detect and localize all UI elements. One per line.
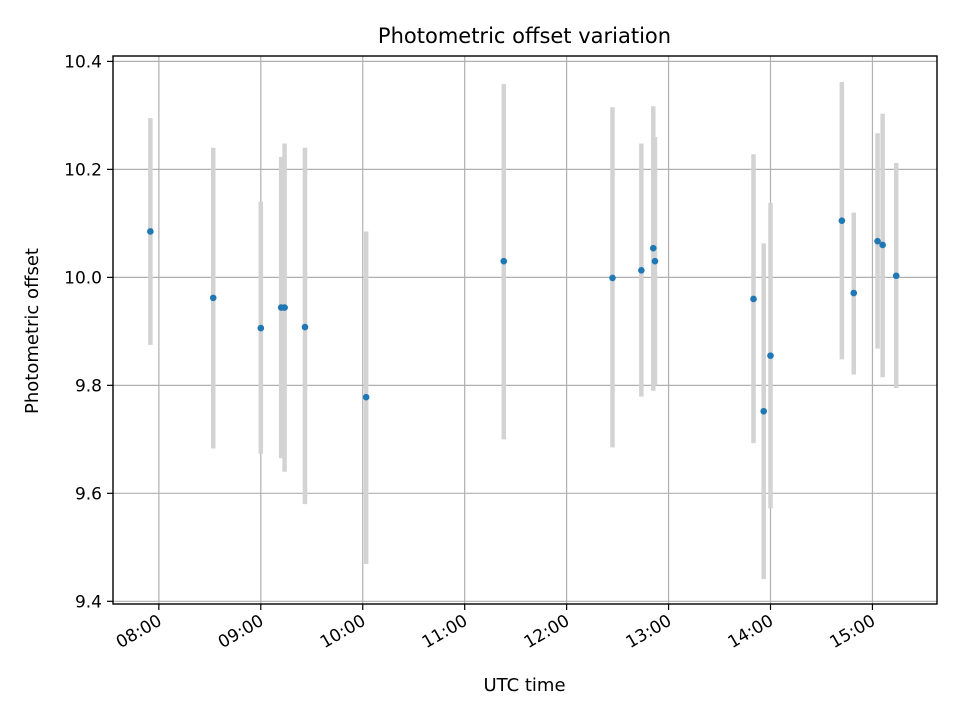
data-point (874, 237, 881, 245)
data-point (651, 257, 659, 265)
data-point (609, 274, 616, 282)
y-axis-ticks: 9.4 9.6 9.8 10.0 10.2 10.4 (64, 52, 113, 612)
data-point (209, 294, 217, 302)
x-axis-title: UTC time (483, 675, 565, 696)
data-point (281, 304, 288, 311)
y-tick-label: 9.4 (75, 592, 102, 612)
data-point (147, 228, 154, 235)
y-axis-title: Photometric offset (22, 248, 43, 414)
data-point (879, 241, 886, 249)
data-point (638, 267, 645, 274)
data-point (767, 352, 774, 359)
data-point (362, 393, 370, 401)
data-point (301, 323, 309, 331)
y-tick-label: 9.8 (75, 376, 102, 396)
plot-area-frame (112, 55, 938, 605)
data-point (500, 257, 508, 265)
data-point (649, 244, 657, 252)
y-tick-label: 9.6 (75, 484, 102, 504)
chart-title: Photometric offset variation (378, 24, 671, 48)
data-point (257, 324, 265, 332)
data-points (147, 217, 900, 415)
data-point (838, 217, 846, 224)
data-point (892, 272, 900, 280)
data-point (850, 289, 858, 297)
data-point (760, 407, 768, 415)
y-tick-label: 10.4 (64, 52, 102, 72)
y-tick-label: 10.0 (64, 268, 102, 288)
data-point (750, 295, 757, 303)
grid-lines (113, 56, 937, 604)
y-tick-label: 10.2 (64, 160, 102, 180)
